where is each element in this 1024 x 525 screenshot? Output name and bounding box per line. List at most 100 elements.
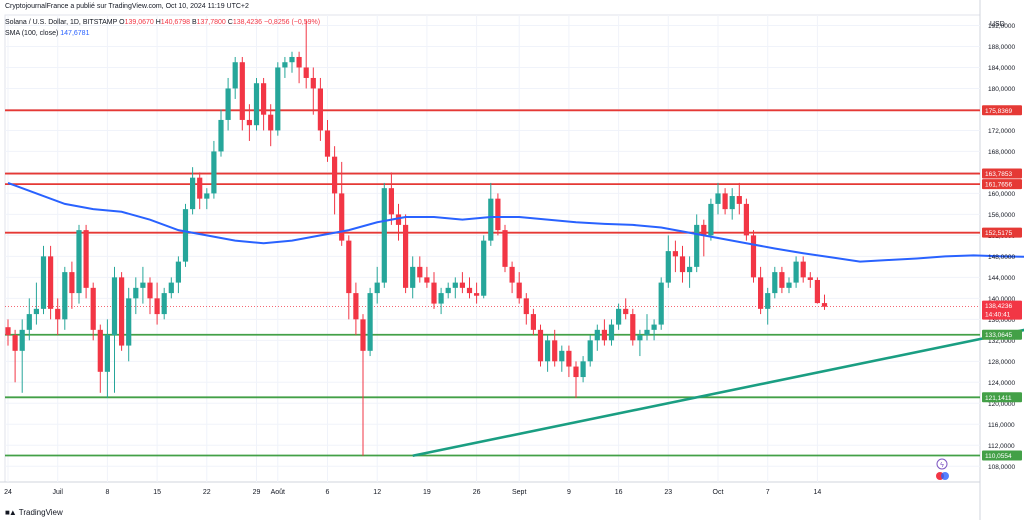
y-tick-label: 168,0000 bbox=[988, 149, 1015, 156]
candle-up bbox=[111, 277, 118, 336]
candle-up bbox=[33, 308, 39, 315]
y-tick-label: 192,0000 bbox=[988, 23, 1015, 30]
currency-label: USD bbox=[990, 21, 1005, 28]
candle-up bbox=[594, 329, 600, 341]
candle-up bbox=[715, 193, 721, 204]
candle-up bbox=[182, 209, 189, 262]
y-tick-label: 160,0000 bbox=[988, 191, 1015, 198]
candle-down bbox=[758, 277, 764, 309]
y-tick-label: 132,0000 bbox=[988, 338, 1015, 345]
sma-layer bbox=[7, 181, 1024, 263]
candle-down bbox=[268, 114, 274, 131]
candle-down bbox=[317, 88, 323, 131]
candle-up bbox=[374, 282, 380, 294]
candle-up bbox=[580, 361, 586, 378]
candle-down bbox=[537, 329, 544, 362]
candle-down bbox=[339, 193, 345, 241]
level-badge-resistance bbox=[982, 179, 1022, 190]
candle-up bbox=[62, 272, 68, 320]
x-tick-label: 7 bbox=[766, 489, 770, 496]
sma-value: 147,6781 bbox=[60, 30, 90, 37]
candle-down bbox=[779, 272, 785, 288]
x-tick-label: 8 bbox=[105, 489, 109, 496]
x-tick-label: Août bbox=[271, 489, 285, 496]
candle-down bbox=[573, 366, 579, 378]
x-tick-label: 19 bbox=[423, 489, 431, 496]
candle-up bbox=[765, 293, 771, 309]
level-badge-label: 121,1411 bbox=[985, 395, 1012, 402]
candle-up bbox=[289, 56, 295, 63]
candle-down bbox=[722, 193, 728, 210]
candle-up bbox=[190, 177, 196, 210]
candle-up bbox=[218, 119, 224, 152]
candle-down bbox=[672, 251, 678, 257]
close-value: 138,4236 bbox=[232, 19, 263, 26]
level-badge-label: 175,8369 bbox=[985, 108, 1012, 115]
candle-down bbox=[310, 77, 316, 89]
y-tick-label: 172,0000 bbox=[988, 128, 1015, 135]
level-badge-resistance bbox=[982, 227, 1022, 238]
open-label: O bbox=[119, 19, 125, 26]
candle-down bbox=[403, 224, 409, 288]
flag-icon-2 bbox=[941, 472, 949, 480]
symbol-legend: Solana / U.S. Dollar, 1D, BITSTAMP O139,… bbox=[5, 19, 320, 26]
candle-up bbox=[253, 83, 260, 126]
candle-up bbox=[793, 261, 799, 283]
candle-up bbox=[175, 261, 181, 283]
sma-legend: SMA (100, close) 147,6781 bbox=[5, 30, 89, 37]
candle-down bbox=[119, 277, 125, 346]
candle-up bbox=[651, 324, 657, 330]
candle-down bbox=[814, 279, 820, 304]
candle-down bbox=[324, 130, 331, 157]
candle-down bbox=[97, 329, 103, 372]
candle-down bbox=[516, 282, 522, 299]
candle-up bbox=[126, 298, 132, 346]
candle-down bbox=[750, 235, 757, 278]
y-tick-label: 112,0000 bbox=[988, 443, 1015, 450]
axis-badges: 175,8369 163,7853 161,7656 152,5175 133,0645… bbox=[936, 105, 1022, 480]
candle-down bbox=[83, 230, 89, 288]
candle-up bbox=[133, 287, 139, 299]
candle-up bbox=[481, 240, 487, 296]
x-tick-label: 12 bbox=[373, 489, 381, 496]
candle-down bbox=[601, 329, 607, 341]
y-tick-label: 128,0000 bbox=[988, 359, 1015, 366]
y-tick-label: 140,0000 bbox=[988, 296, 1015, 303]
candle-up bbox=[729, 196, 735, 210]
candle-down bbox=[197, 177, 203, 199]
y-tick-label: 180,0000 bbox=[988, 86, 1015, 93]
level-badge-label: 133,0645 bbox=[985, 332, 1012, 339]
candle-down bbox=[431, 282, 437, 304]
brand-label: TradingView bbox=[18, 508, 63, 517]
candle-down bbox=[48, 256, 54, 309]
candle-down bbox=[417, 266, 423, 278]
x-tick-label: 22 bbox=[203, 489, 211, 496]
symbol-name: Solana / U.S. Dollar, 1D, BITSTAMP bbox=[5, 19, 118, 26]
y-tick-label: 116,0000 bbox=[988, 422, 1015, 429]
candle-up bbox=[40, 256, 47, 309]
candle-up bbox=[104, 335, 110, 372]
candle-up bbox=[232, 62, 238, 89]
candle-down bbox=[246, 119, 252, 126]
y-tick-label: 120,0000 bbox=[988, 401, 1015, 408]
x-tick-label: 16 bbox=[615, 489, 623, 496]
candle-up bbox=[445, 287, 451, 294]
level-badge-label: 152,5175 bbox=[985, 230, 1012, 237]
y-tick-label: 184,0000 bbox=[988, 65, 1015, 72]
y-tick-label: 148,0000 bbox=[988, 254, 1015, 261]
candle-down bbox=[12, 335, 18, 351]
level-badge-label: 163,7853 bbox=[985, 171, 1012, 178]
open-value: 139,0670 bbox=[124, 19, 154, 26]
candle-down bbox=[623, 308, 629, 315]
footer[interactable]: ■▲ TradingView bbox=[5, 508, 63, 517]
candle-up bbox=[616, 308, 622, 325]
candle-down bbox=[679, 256, 686, 273]
candle-down bbox=[388, 188, 394, 215]
candle-up bbox=[452, 282, 458, 288]
level-badge-resistance bbox=[982, 168, 1022, 179]
candle-up bbox=[211, 151, 217, 194]
candle-up bbox=[637, 335, 643, 341]
candle-up bbox=[587, 340, 593, 362]
